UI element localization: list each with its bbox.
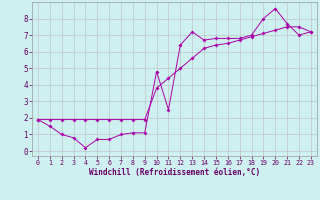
X-axis label: Windchill (Refroidissement éolien,°C): Windchill (Refroidissement éolien,°C)	[89, 168, 260, 177]
